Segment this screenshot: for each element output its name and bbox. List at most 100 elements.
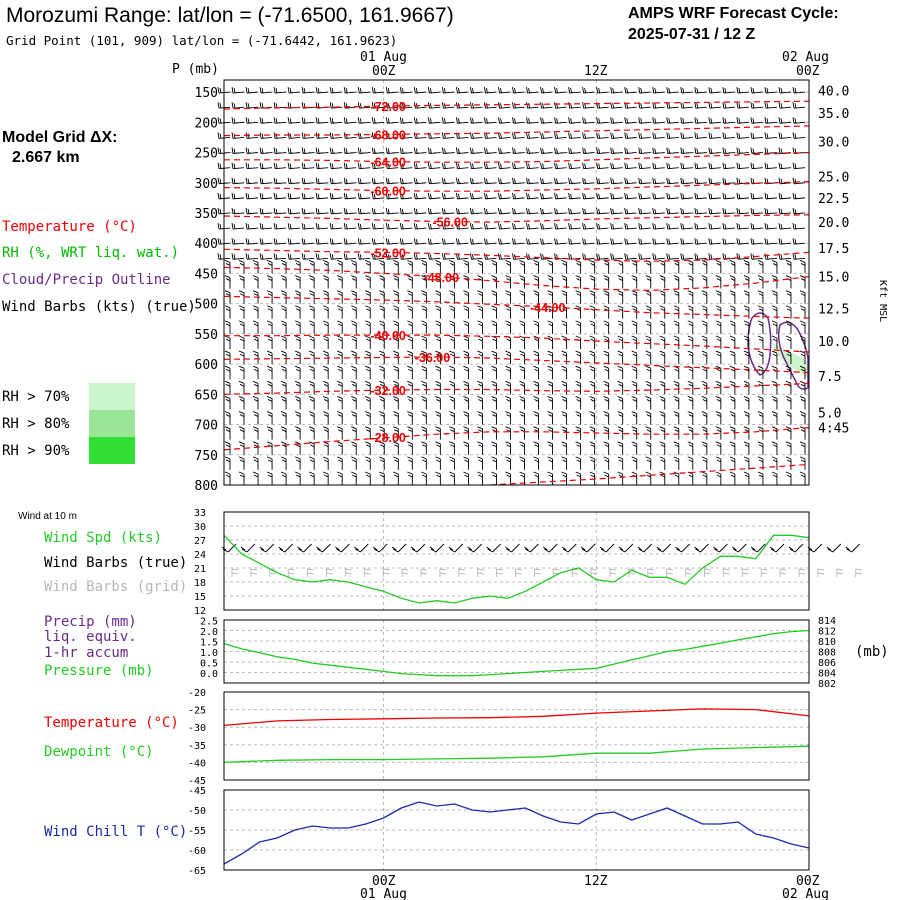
wind-barb [519, 441, 525, 455]
wind-barb [421, 350, 427, 365]
wind-barb [743, 426, 750, 440]
wind-barb [526, 223, 539, 230]
wind-barb [421, 320, 427, 334]
wind-barb [743, 275, 750, 289]
wind-barb [547, 350, 554, 365]
wind-barb [638, 147, 651, 154]
wind-barb [315, 207, 329, 215]
wind-barb [273, 87, 287, 94]
pressure-mb-tick-label: 806 [818, 658, 836, 669]
wind-barb [554, 102, 567, 109]
wind-barb [505, 411, 511, 425]
wind-barb [421, 396, 427, 410]
wind-barb [449, 471, 455, 485]
wind-barb [365, 411, 371, 425]
pressure-tick-label: 600 [195, 358, 218, 373]
wind-barb [638, 238, 651, 245]
wind-barb [547, 290, 554, 304]
wind-chill-panel: Wind Chill T (°C) -45 -50 -55 -60 -65 [44, 786, 810, 877]
wind-barb [259, 147, 273, 154]
wind-barb [743, 380, 750, 395]
wind-barb [631, 441, 638, 455]
wind-barb [589, 471, 596, 485]
wind-barb [617, 350, 624, 365]
wind-barb [694, 207, 707, 215]
surface-wind-barbs [221, 543, 862, 577]
wind-barb [673, 275, 680, 289]
surface-barb-true [845, 543, 861, 553]
legend-wind-barbs-true: Wind Barbs (true) [44, 555, 187, 571]
wind-barb [477, 365, 483, 380]
wind-barb [231, 87, 245, 94]
isotherm-label: -68.00 [370, 128, 405, 142]
wind-barb [512, 102, 525, 109]
wind-barb [659, 396, 666, 410]
wind-barb [280, 275, 287, 289]
wind-barb [715, 456, 722, 470]
wind-barb [357, 192, 371, 200]
wind-barb [477, 320, 483, 334]
wind-barb [294, 305, 301, 319]
wind-barb [435, 396, 441, 410]
wind-barb [757, 290, 764, 304]
legend-liq-equiv: liq. equiv. [44, 629, 137, 645]
wind-barb [399, 192, 413, 200]
wind-barb [715, 335, 722, 349]
wind-barb [393, 335, 399, 349]
surface-barb-true [316, 543, 331, 553]
wind-barb [631, 350, 638, 365]
wind-barb [533, 411, 539, 425]
wind-barb [413, 192, 427, 200]
isotherm-label: -60.00 [370, 185, 405, 199]
wind-barb [694, 192, 707, 200]
wind-speed-tick-label: 21 [194, 564, 206, 575]
wind-barb [421, 305, 427, 319]
wind-barb [778, 132, 792, 139]
wind-barb [280, 320, 287, 334]
wind-speed-tick-label: 27 [194, 536, 206, 547]
model-grid-value: 2.667 km [12, 149, 80, 166]
wind-barb [708, 207, 721, 215]
wind-barb [294, 411, 301, 425]
wind-barb [512, 162, 525, 170]
wind-barb [799, 305, 806, 319]
wind-barb [771, 275, 778, 289]
surface-barb-grid [363, 568, 371, 577]
wind-barb [512, 177, 525, 185]
wind-barb [308, 275, 315, 289]
wind-10m-panel: Wind at 10 m Wind Spd (kts) Wind Barbs (… [18, 508, 862, 617]
wind-barb [645, 260, 652, 274]
wind-barb [407, 471, 413, 485]
wind-barb [441, 223, 455, 230]
wind-barb [441, 253, 455, 260]
wind-barb [701, 380, 708, 395]
wind-barb [427, 147, 441, 154]
wind-barb [329, 238, 343, 245]
wind-barb [343, 132, 357, 139]
wind-barb [764, 117, 777, 124]
wind-barb [757, 335, 764, 349]
wind-barb [238, 365, 245, 380]
wind-barb [750, 102, 763, 109]
wind-barb [589, 411, 596, 425]
wind-barb [645, 365, 652, 380]
wind-barb [757, 396, 764, 410]
wind-barb [273, 117, 287, 124]
wind-barb [750, 253, 763, 260]
isotherm-line [223, 100, 810, 110]
bottom-hour-00z-left: 00Z [372, 874, 396, 889]
wind-barb [399, 117, 413, 124]
wind-barb [526, 117, 539, 124]
wind-barb [469, 253, 483, 260]
temperature-tick-label: -30 [188, 723, 206, 734]
rh-70-swatch [89, 383, 135, 410]
wind-barb [638, 177, 651, 185]
surface-barb-true [391, 543, 407, 553]
wind-barb [687, 350, 694, 365]
wind-barb [505, 471, 511, 485]
wind-barb [498, 238, 511, 245]
wind-barb [484, 207, 497, 215]
wind-barb [603, 260, 610, 274]
wind-barb [463, 380, 469, 395]
wind-barb [743, 260, 750, 274]
